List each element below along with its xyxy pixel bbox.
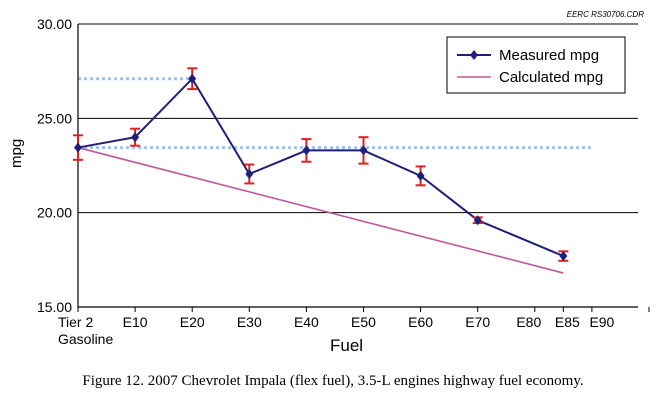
x-tick-label: E80: [516, 314, 541, 330]
x-tick-label: Tier 2: [58, 314, 93, 330]
measured-point: [245, 168, 254, 179]
grid-lines: [78, 23, 638, 214]
legend-box: [446, 36, 626, 94]
x-axis-label: Fuel: [330, 336, 364, 355]
measured-mpg-line: [77, 77, 564, 257]
x-tick-label: E30: [237, 314, 262, 330]
measured-point: [473, 215, 482, 226]
calculated-mpg-line: [77, 146, 564, 274]
measured-point: [359, 145, 368, 156]
reference-lines: [78, 77, 592, 150]
legend: Measured mpg Calculated mpg: [446, 36, 626, 94]
measured-point: [188, 73, 197, 84]
y-tick-label: 15.00: [37, 299, 72, 315]
series: [73, 67, 569, 274]
x-tick-label: E90: [589, 314, 614, 330]
x-tick-label: E20: [180, 314, 205, 330]
legend-measured-label: Measured mpg: [499, 47, 599, 64]
legend-measured-marker: [470, 50, 478, 60]
y-tick-label: 30.00: [37, 16, 72, 32]
x-tick-label: E60: [408, 314, 433, 330]
measured-point: [416, 170, 425, 181]
measured-point: [131, 132, 140, 143]
x-tick-label: E85: [555, 314, 580, 330]
y-tick-label: 25.00: [37, 110, 72, 126]
x-tick-label: E10: [123, 314, 148, 330]
x-tick-label: E40: [294, 314, 319, 330]
x-tick-label: E70: [465, 314, 490, 330]
figure-caption: Figure 12. 2007 Chevrolet Impala (flex f…: [82, 373, 584, 389]
measured-point: [302, 145, 311, 156]
x-tick-label: E50: [351, 314, 376, 330]
measured-point: [74, 142, 82, 153]
source-tag: EERC RS30706.CDR: [566, 10, 644, 19]
measured-point: [559, 251, 568, 262]
x-tick-label-line2: Gasoline: [58, 331, 113, 347]
legend-calculated-label: Calculated mpg: [499, 69, 603, 86]
y-axis-label: mpg: [8, 138, 25, 168]
y-tick-label: 20.00: [37, 205, 72, 221]
